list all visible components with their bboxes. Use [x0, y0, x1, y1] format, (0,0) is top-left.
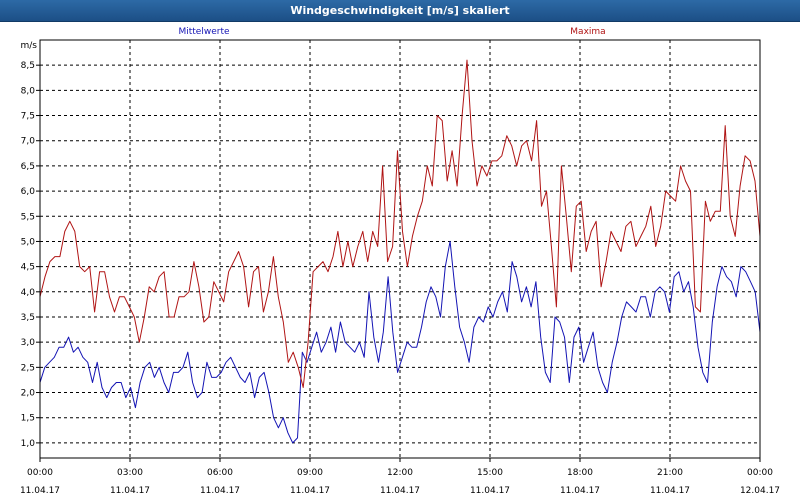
x-tick-label-time: 12:00	[387, 468, 413, 478]
y-axis-label: m/s	[21, 41, 38, 51]
chart-title-bar: Windgeschwindigkeit [m/s] skaliert	[0, 0, 800, 22]
series-line-maxima	[39, 59, 761, 388]
x-tick-label-time: 00:00	[27, 468, 53, 478]
y-tick-label: 2,0	[21, 389, 36, 399]
ticks-layer: 1,0 1,5 2,0 2,5 3,0 3,5 4,0 4,5 5,0 5,5 6,0 6,5 7,0 7…	[20, 61, 780, 496]
y-tick-label: 3,0	[21, 338, 36, 348]
x-tick-label-date: 11.04.17	[650, 486, 690, 496]
x-tick-label-time: 06:00	[207, 468, 233, 478]
x-tick-label-time: 15:00	[477, 468, 503, 478]
y-tick-label: 1,5	[21, 414, 35, 424]
x-tick-label-date: 11.04.17	[200, 486, 240, 496]
series-line-mittelwerte	[39, 240, 761, 444]
x-tick-label-date: 11.04.17	[380, 486, 420, 496]
y-tick-label: 7,0	[21, 137, 36, 147]
y-tick-label: 8,0	[21, 86, 36, 96]
series-layer	[39, 59, 761, 444]
grid-layer	[40, 40, 760, 458]
y-tick-label: 1,0	[21, 439, 36, 449]
x-tick-label-date: 11.04.17	[560, 486, 600, 496]
chart-area: m/s Mittelwerte Maxima 1,0 1,5 2,0 2,5 3,0 3,…	[0, 22, 800, 500]
x-tick-label-time: 21:00	[657, 468, 683, 478]
y-tick-label: 2,5	[21, 363, 35, 373]
x-tick-label-time: 18:00	[567, 468, 593, 478]
plot-frame	[39, 39, 761, 459]
y-tick-label: 6,5	[21, 162, 35, 172]
y-tick-label: 8,5	[21, 61, 35, 71]
wind-speed-chart: m/s Mittelwerte Maxima 1,0 1,5 2,0 2,5 3,0 3,…	[20, 27, 780, 496]
y-tick-label: 5,0	[21, 237, 36, 247]
x-tick-label-time: 09:00	[297, 468, 323, 478]
x-tick-label-date: 11.04.17	[110, 486, 150, 496]
legend-entry-maxima: Maxima	[570, 27, 605, 37]
y-tick-label: 7,5	[21, 112, 35, 122]
x-tick-label-date: 11.04.17	[290, 486, 330, 496]
y-tick-label: 6,0	[21, 187, 36, 197]
x-tick-label-date: 11.04.17	[20, 486, 60, 496]
x-tick-label-date: 12.04.17	[740, 486, 780, 496]
y-tick-label: 5,5	[21, 212, 35, 222]
y-tick-label: 3,5	[21, 313, 35, 323]
x-tick-label-time: 00:00	[747, 468, 773, 478]
chart-title: Windgeschwindigkeit [m/s] skaliert	[290, 4, 510, 17]
x-tick-label-time: 03:00	[117, 468, 143, 478]
y-tick-label: 4,5	[21, 263, 35, 273]
y-tick-label: 4,0	[21, 288, 36, 298]
x-tick-label-date: 11.04.17	[470, 486, 510, 496]
legend-entry-mittelwerte: Mittelwerte	[178, 27, 229, 37]
